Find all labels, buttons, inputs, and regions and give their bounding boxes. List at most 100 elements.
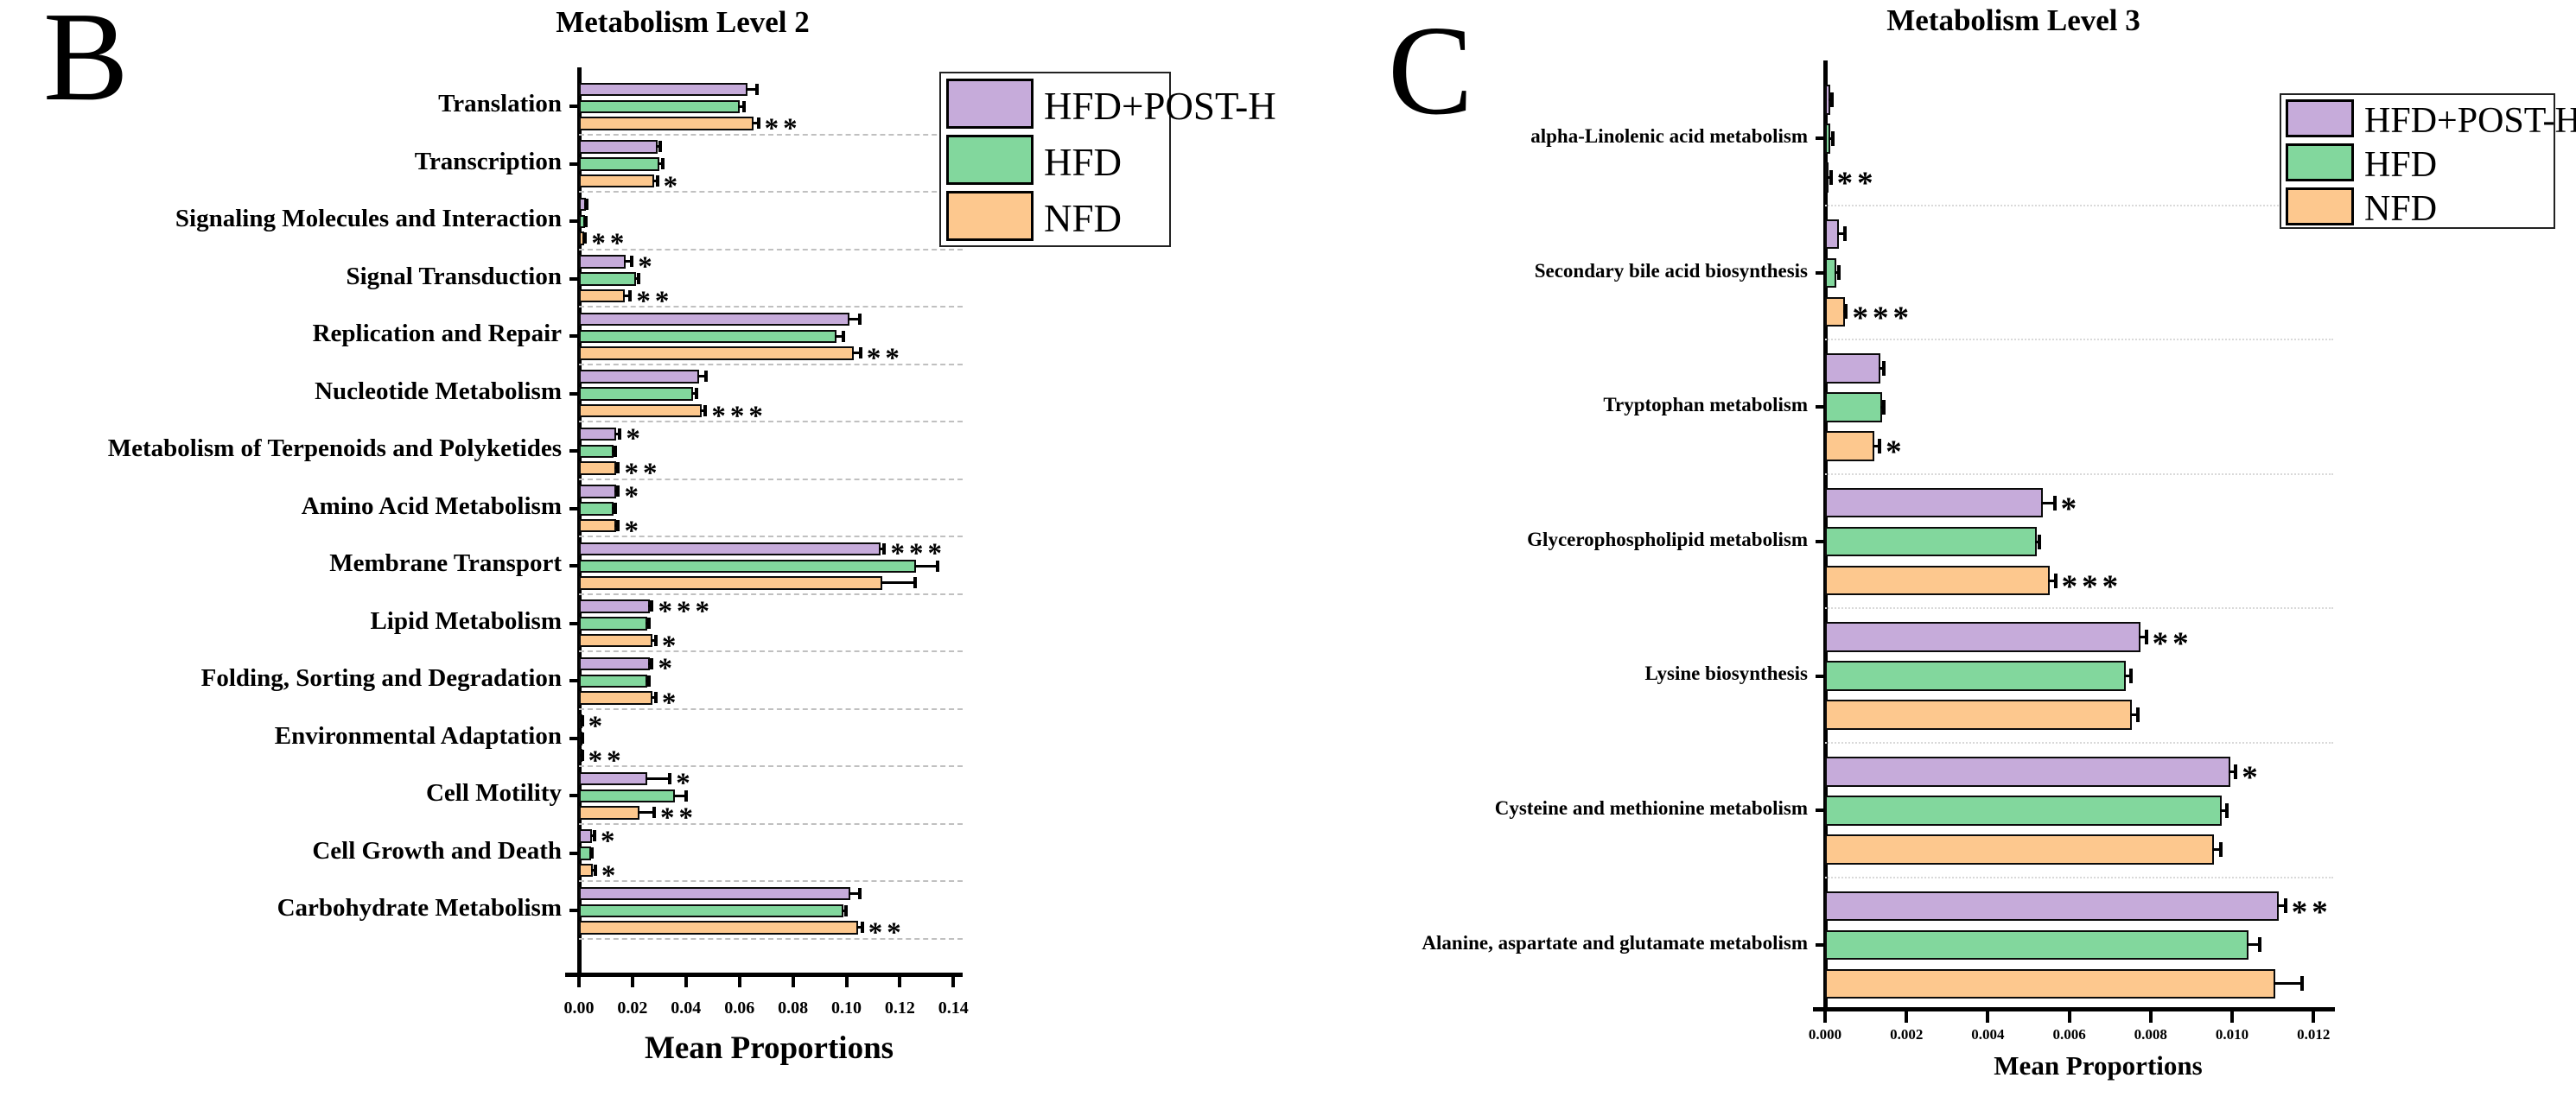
- error-cap: [741, 100, 746, 112]
- bar-nfd: [579, 518, 617, 533]
- error-cap: [616, 485, 620, 498]
- category-tick: [1816, 540, 1825, 544]
- separator-line: [579, 650, 963, 652]
- error-bar: [841, 909, 846, 912]
- error-bar: [637, 811, 654, 815]
- error-cap: [842, 330, 846, 342]
- category-label: Lysine biosynthesis: [1644, 663, 1808, 685]
- bar-nfd: [1825, 296, 1845, 327]
- error-cap: [2144, 630, 2148, 645]
- x-tick: [2312, 1011, 2316, 1023]
- category-tick: [1816, 136, 1825, 141]
- error-bar: [1826, 175, 1831, 179]
- error-cap: [2129, 669, 2134, 684]
- separator-line: [579, 421, 963, 422]
- category-tick: [569, 334, 579, 339]
- error-cap: [590, 847, 595, 859]
- legend-label: HFD+POST-H: [2364, 101, 2576, 142]
- sig-marker: ***: [2061, 568, 2123, 605]
- x-tick-label: 0.000: [1808, 1026, 1842, 1043]
- error-bar: [648, 605, 652, 608]
- x-tick-label: 0.02: [617, 999, 648, 1018]
- error-cap: [1829, 169, 1833, 185]
- category-label: Membrane Transport: [329, 549, 562, 578]
- sig-marker: *: [638, 250, 657, 282]
- legend-label: HFD: [1044, 141, 1123, 185]
- error-cap: [1837, 265, 1841, 281]
- bar-hfd: [579, 272, 636, 286]
- separator-line: [1825, 204, 2333, 206]
- legend-swatch: [2286, 187, 2354, 225]
- error-bar: [2211, 847, 2222, 851]
- x-tick: [577, 976, 581, 987]
- x-tick-label: 0.14: [938, 999, 969, 1018]
- category-label: Cell Motility: [425, 779, 562, 808]
- bar-nfd: [1825, 834, 2214, 865]
- sig-marker: *: [658, 653, 677, 685]
- separator-line: [579, 937, 963, 940]
- category-tick: [569, 794, 579, 798]
- category-tick: [1816, 270, 1825, 275]
- error-bar: [878, 547, 885, 550]
- sig-marker: **: [624, 458, 662, 490]
- error-cap: [704, 371, 708, 383]
- error-cap: [616, 519, 620, 531]
- error-bar: [645, 679, 650, 682]
- error-bar: [847, 317, 860, 320]
- separator-line: [579, 191, 963, 193]
- error-bar: [633, 277, 639, 281]
- x-tick: [684, 976, 688, 987]
- error-bar: [2276, 904, 2286, 908]
- category-tick: [1816, 405, 1825, 409]
- x-tick: [951, 976, 956, 987]
- bar-hfd: [1825, 929, 2249, 961]
- error-cap: [1844, 304, 1848, 320]
- sig-marker: *: [661, 630, 681, 662]
- x-tick: [2067, 1011, 2071, 1023]
- x-tick: [2148, 1011, 2153, 1023]
- category-label: Folding, Sorting and Degradation: [200, 664, 562, 693]
- error-bar: [652, 179, 658, 182]
- separator-line: [579, 707, 963, 710]
- error-bar: [658, 162, 663, 166]
- error-cap: [857, 313, 862, 325]
- x-tick-label: 0.008: [2134, 1026, 2167, 1043]
- category-tick: [569, 909, 579, 913]
- category-label: Metabolism of Terpenoids and Polyketides: [107, 434, 562, 463]
- x-tick: [2230, 1011, 2234, 1023]
- legend-swatch: [946, 79, 1034, 129]
- x-tick: [630, 976, 634, 987]
- category-tick: [569, 449, 579, 453]
- bar-nfd: [579, 806, 639, 820]
- bar-hfd: [1825, 661, 2127, 691]
- bar-hfd-post-h: [579, 370, 699, 384]
- error-bar: [852, 352, 861, 355]
- category-tick: [569, 162, 579, 166]
- error-bar: [737, 105, 744, 108]
- sig-marker: **: [866, 343, 904, 375]
- x-tick: [1823, 1011, 1827, 1023]
- category-tick: [569, 276, 579, 281]
- x-tick-label: 0.012: [2297, 1026, 2331, 1043]
- error-bar: [645, 622, 650, 625]
- error-cap: [580, 732, 584, 745]
- sig-marker: *: [2242, 760, 2262, 796]
- error-cap: [1829, 92, 1834, 107]
- bar-nfd: [579, 403, 703, 418]
- error-cap: [613, 503, 617, 515]
- error-bar: [651, 638, 656, 642]
- separator-line: [1825, 607, 2333, 610]
- category-label: Alanine, aspartate and glutamate metabol…: [1422, 931, 1808, 954]
- error-cap: [583, 232, 588, 244]
- separator-line: [579, 248, 963, 250]
- error-cap: [913, 577, 918, 589]
- error-cap: [630, 256, 634, 268]
- error-bar: [848, 891, 860, 895]
- category-tick: [569, 851, 579, 855]
- x-axis-line: [565, 972, 963, 977]
- legend-label: NFD: [1044, 197, 1123, 241]
- error-bar: [645, 777, 671, 780]
- category-label: Cysteine and methionine metabolism: [1494, 796, 1808, 819]
- error-bar: [614, 523, 619, 527]
- bar-nfd: [579, 461, 617, 475]
